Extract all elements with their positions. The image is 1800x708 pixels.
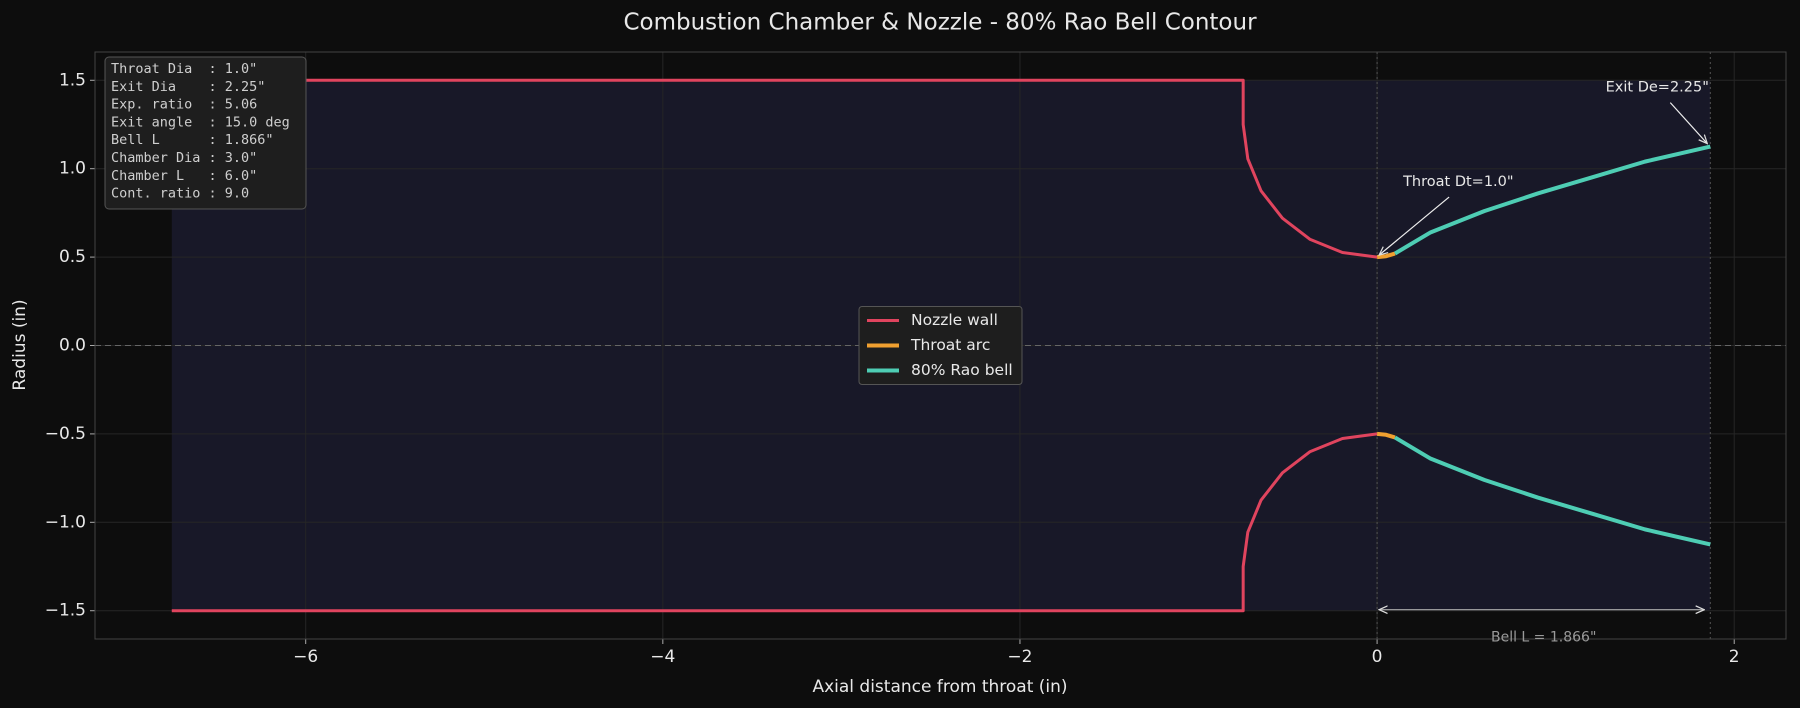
info-line: Throat Dia : 1.0": [111, 61, 257, 77]
x-tick-label: −4: [650, 647, 675, 667]
y-tick-label: 1.0: [59, 159, 86, 179]
x-tick-label: −6: [293, 647, 318, 667]
y-tick-label: 0.0: [59, 336, 86, 356]
y-tick-label: −1.5: [45, 601, 86, 621]
annotation: Bell L = 1.866": [1491, 630, 1596, 646]
legend-label: Nozzle wall: [911, 311, 998, 329]
annotation: Throat Dt=1.0": [1402, 174, 1513, 190]
y-tick-label: 0.5: [59, 247, 86, 267]
x-tick-label: 2: [1729, 647, 1740, 667]
annotation-arrow: [1669, 102, 1707, 144]
series-line: [171, 78, 1378, 613]
x-tick-label: −2: [1007, 647, 1032, 667]
y-tick-label: −1.0: [45, 512, 86, 532]
info-line: Bell L : 1.866": [111, 132, 274, 148]
info-line: Exit angle : 15.0 deg: [111, 114, 290, 130]
y-tick-label: −0.5: [45, 424, 86, 444]
annotation-arrow: [1379, 196, 1450, 255]
y-tick-label: 1.5: [59, 70, 86, 90]
info-line: Cont. ratio : 9.0: [111, 186, 249, 202]
series-line: [1393, 144, 1711, 547]
info-line: Exit Dia : 2.25": [111, 79, 265, 95]
chart-title: Combustion Chamber & Nozzle - 80% Rao Be…: [623, 10, 1257, 36]
info-box: [104, 56, 307, 210]
y-axis-label: Radius (in): [10, 299, 30, 390]
info-line: Chamber L : 6.0": [111, 168, 257, 184]
x-tick-label: 0: [1372, 647, 1383, 667]
legend-box: [858, 306, 1023, 385]
plot-frame: [94, 51, 1787, 640]
legend-label: 80% Rao bell: [911, 361, 1013, 379]
series-line: [1376, 251, 1396, 440]
info-line: Chamber Dia : 3.0": [111, 150, 257, 166]
info-line: Exp. ratio : 5.06: [111, 97, 257, 113]
annotation: Exit De=2.25": [1606, 80, 1709, 96]
legend-label: Throat arc: [910, 336, 990, 354]
x-axis-label: Axial distance from throat (in): [812, 677, 1067, 697]
